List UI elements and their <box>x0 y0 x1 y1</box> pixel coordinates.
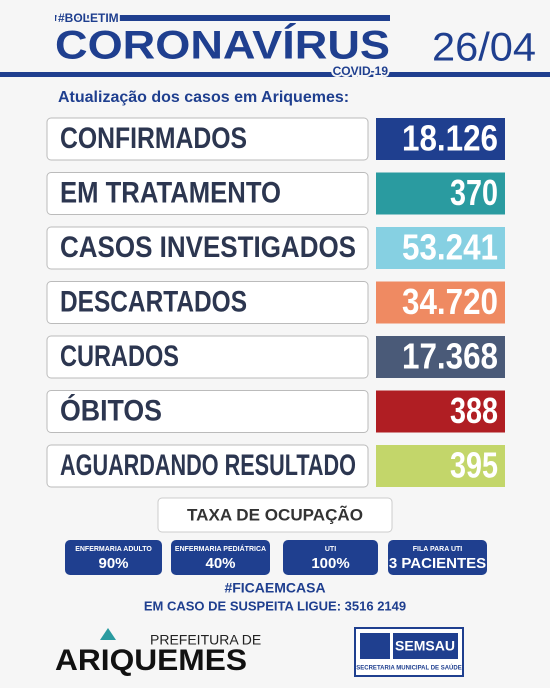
occupancy-label: ENFERMARIA ADULTO <box>75 546 152 553</box>
header-tag: #BOLETIM <box>58 11 119 25</box>
case-label-box <box>46 226 369 270</box>
case-label: CASOS INVESTIGADOS <box>60 231 356 264</box>
occupancy-value: 90% <box>98 555 128 572</box>
occupancy-value: 40% <box>205 555 235 572</box>
case-label-box <box>46 444 369 488</box>
agency-logo-icon <box>360 633 390 659</box>
agency-logo-band <box>393 633 458 659</box>
occupancy-box <box>157 497 393 533</box>
header-date: 26/04 <box>432 26 536 70</box>
case-value-box <box>376 118 505 160</box>
footer-phone: EM CASO DE SUSPEITA LIGUE: 3516 2149 <box>144 598 406 613</box>
case-value: 18.126 <box>402 118 498 159</box>
case-label: DESCARTADOS <box>60 285 247 318</box>
header-band <box>0 72 550 77</box>
footer-hashtag: #FICAEMCASA <box>224 580 325 596</box>
occupancy-title: TAXA DE OCUPAÇÃO <box>187 504 363 524</box>
agency-logo: SEMSAU <box>395 638 455 654</box>
occupancy-label: FILA PARA UTI <box>413 546 463 553</box>
case-rows: CONFIRMADOS 18.126 EM TRATAMENTO 370 CASOS I… <box>46 117 505 488</box>
case-value: 17.368 <box>402 336 498 377</box>
header-subtitle: COVID-19 <box>333 64 389 78</box>
city-logo-top: PREFEITURA DE <box>150 632 261 648</box>
case-label-box <box>46 117 369 161</box>
occupancy-pill <box>171 540 270 575</box>
occupancy-pill <box>283 540 378 575</box>
case-value: 53.241 <box>402 227 498 268</box>
city-logo-icon <box>100 628 116 640</box>
agency-logo-sub: SECRETARIA MUNICIPAL DE SAÚDE <box>356 665 461 672</box>
occupancy-items: ENFERMARIA ADULTO 90% ENFERMARIA PEDIÁTRIC… <box>65 540 487 575</box>
case-value-box <box>376 390 505 433</box>
occupancy-pill <box>388 540 487 575</box>
case-value-box <box>376 227 505 269</box>
case-value: 34.720 <box>402 281 498 322</box>
occupancy-value: 100% <box>311 555 349 572</box>
case-label-box <box>46 281 369 324</box>
occupancy-pill <box>65 540 162 575</box>
city-logo: ARIQUEMES <box>55 644 247 677</box>
case-value-box <box>376 172 505 215</box>
case-label: EM TRATAMENTO <box>60 176 281 209</box>
case-label: CURADOS <box>60 340 179 373</box>
occupancy-value: 3 PACIENTES <box>389 555 486 572</box>
case-value-box <box>376 445 505 487</box>
header-title: CORONAVÍRUS <box>55 23 390 68</box>
case-label-box <box>46 335 369 379</box>
case-value: 395 <box>450 445 498 486</box>
header-intro: Atualização dos casos em Ariquemes: <box>58 89 349 106</box>
case-value-box <box>376 336 505 378</box>
case-value: 370 <box>450 172 498 213</box>
case-value-box <box>376 281 505 324</box>
case-label-box <box>46 172 369 215</box>
occupancy-label: UTI <box>325 546 336 553</box>
occupancy-label: ENFERMARIA PEDIÁTRICA <box>175 544 266 553</box>
header-rule <box>55 15 390 21</box>
case-label: CONFIRMADOS <box>60 122 247 155</box>
case-label: ÓBITOS <box>60 393 162 427</box>
case-label: AGUARDANDO RESULTADO <box>60 449 356 482</box>
case-label-box <box>46 390 369 433</box>
case-value: 388 <box>450 390 498 431</box>
